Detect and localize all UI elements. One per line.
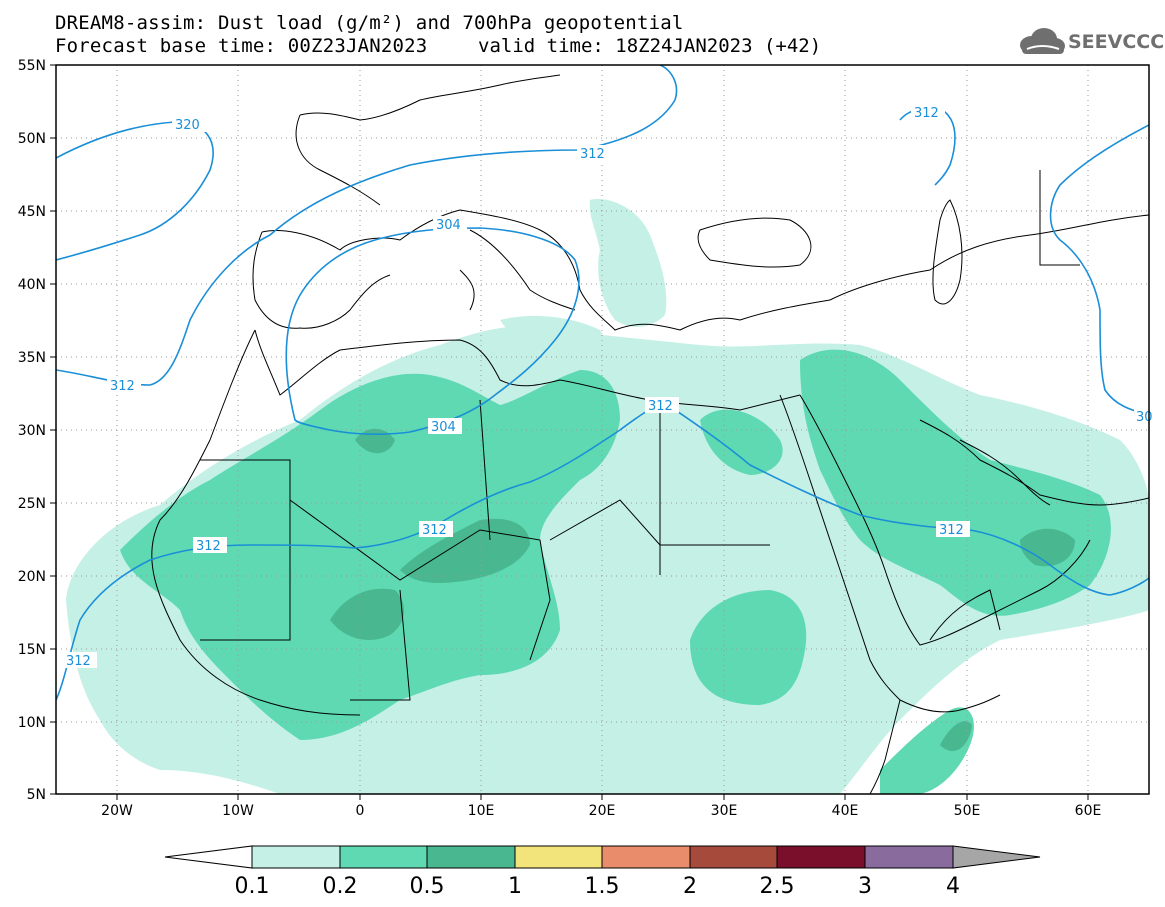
- lon-label: 30E: [711, 803, 738, 819]
- dust-fields: [66, 199, 1149, 794]
- longitude-labels: 20W 10W 0 10E 20E 30E 40E 50E 60E: [101, 803, 1101, 819]
- contour-320: [56, 121, 214, 261]
- colorbar-tick: 2.5: [760, 874, 795, 899]
- colorbar-tick: 1: [508, 874, 522, 899]
- dust-area-high-mali: [330, 588, 405, 640]
- lon-label: 50E: [954, 803, 981, 819]
- lon-label: 20E: [589, 803, 616, 819]
- dust-area-low-balkans: [589, 199, 667, 327]
- contour-label: 304: [436, 218, 461, 233]
- contour-label: 312: [66, 654, 91, 669]
- lat-label: 5N: [27, 787, 46, 803]
- lat-label: 45N: [18, 204, 46, 220]
- geopotential-contours: [56, 65, 1149, 701]
- coastlines: [151, 74, 1149, 794]
- lat-label: 50N: [18, 131, 46, 147]
- colorbar: 0.1 0.2 0.5 1 1.5 2 2.5 3 4: [164, 845, 1041, 899]
- colorbar-bin-1: [514, 845, 603, 869]
- colorbar-bin-0.1: [251, 845, 341, 869]
- dust-area-high-niger: [400, 518, 530, 583]
- lat-label: 30N: [18, 423, 46, 439]
- contour-304: [285, 227, 580, 435]
- lat-label: 10N: [18, 715, 46, 731]
- colorbar-tick: 3: [858, 874, 872, 899]
- contour-label: 304: [431, 420, 456, 435]
- colorbar-low-arrow: [164, 845, 253, 869]
- colorbar-bin-3: [864, 845, 954, 869]
- dust-area-mid-west: [120, 370, 620, 740]
- lon-label: 10W: [222, 803, 254, 819]
- lon-label: 40E: [832, 803, 859, 819]
- forecast-base-time: Forecast base time: 00Z23JAN2023: [55, 35, 428, 57]
- contour-312-atlantic: [56, 65, 678, 386]
- contour-label: 312: [196, 539, 221, 554]
- seevccc-logo: SEEVCCC: [1017, 25, 1164, 59]
- axis-ticks: [50, 64, 1089, 800]
- dust-area-high-oman: [1020, 528, 1075, 567]
- lon-label: 20W: [101, 803, 133, 819]
- logo-text: SEEVCCC: [1068, 31, 1165, 53]
- colorbar-tick: 4: [946, 874, 960, 899]
- lat-label: 40N: [18, 277, 46, 293]
- colorbar-tick: 0.5: [410, 874, 445, 899]
- contour-312-sahara: [56, 402, 1149, 701]
- graticule: [56, 65, 1149, 794]
- contour-labels: 320 312 304 312 312 312 312 312 312 312 …: [63, 104, 1153, 669]
- lon-label: 10E: [468, 803, 495, 819]
- dust-area-mid-sudan: [690, 590, 807, 705]
- colorbar-tick: 2: [683, 874, 697, 899]
- colorbar-tick: 0.1: [235, 874, 270, 899]
- colorbar-bin-0.5: [426, 845, 516, 869]
- lon-label: 60E: [1075, 803, 1102, 819]
- map-title: DREAM8-assim: Dust load (g/m²) and 700hP…: [55, 12, 684, 34]
- latitude-labels: 55N 50N 45N 40N 35N 30N 25N 20N 15N 10N …: [18, 58, 46, 803]
- colorbar-bin-2.5: [776, 845, 866, 869]
- colorbar-bin-2: [689, 845, 778, 869]
- dust-area-low-libya: [500, 315, 604, 365]
- lat-label: 25N: [18, 496, 46, 512]
- contour-label: 320: [175, 118, 200, 133]
- lat-label: 55N: [18, 58, 46, 74]
- dust-area-high-somalia: [940, 721, 972, 752]
- colorbar-tick: 1.5: [585, 874, 620, 899]
- lon-label: 0: [356, 803, 365, 819]
- contour-312-east: [1049, 124, 1149, 416]
- lat-label: 35N: [18, 350, 46, 366]
- contour-label: 312: [580, 147, 605, 162]
- contour-label: 312: [648, 399, 673, 414]
- colorbar-bin-0.2: [339, 845, 428, 869]
- dust-area-mid-horn: [880, 707, 974, 794]
- contour-label: 312: [110, 379, 135, 394]
- contour-label: 312: [914, 106, 939, 121]
- contour-label: 312: [422, 523, 447, 538]
- cloud-icon: [1020, 28, 1065, 54]
- valid-time: valid time: 18Z24JAN2023 (+42): [478, 35, 822, 57]
- colorbar-bin-1.5: [601, 845, 691, 869]
- contour-label: 30: [1136, 410, 1153, 425]
- contour-label: 312: [939, 523, 964, 538]
- lat-label: 15N: [18, 642, 46, 658]
- colorbar-tick: 0.2: [323, 874, 358, 899]
- colorbar-high-arrow: [952, 845, 1041, 869]
- lat-label: 20N: [18, 569, 46, 585]
- dust-area-mid-egypt: [700, 409, 783, 475]
